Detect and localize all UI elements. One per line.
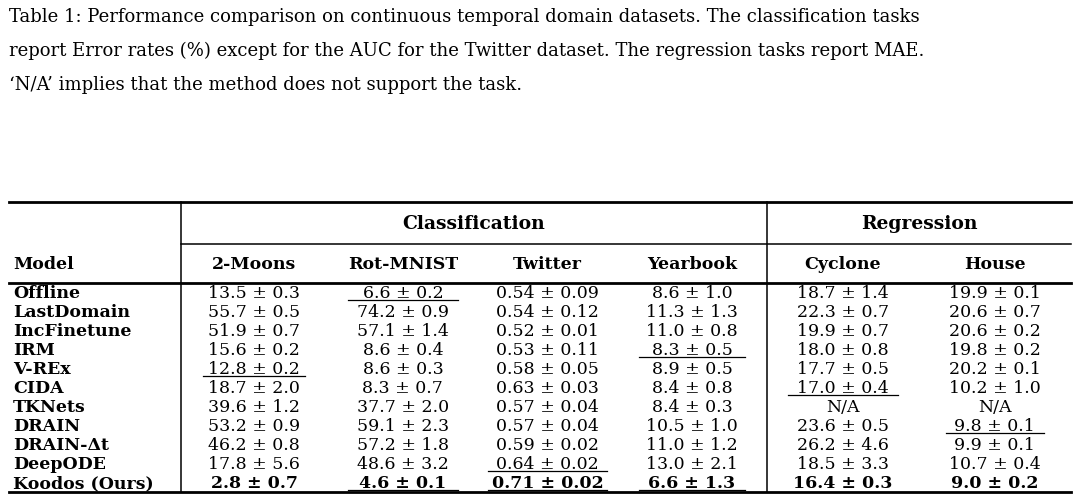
Text: 57.1 ± 1.4: 57.1 ± 1.4 <box>357 323 449 340</box>
Text: IRM: IRM <box>13 342 55 359</box>
Text: report Error rates (%) except for the AUC for the Twitter dataset. The regressio: report Error rates (%) except for the AU… <box>9 42 924 60</box>
Text: N/A: N/A <box>978 398 1012 415</box>
Text: 0.58 ± 0.05: 0.58 ± 0.05 <box>496 361 599 377</box>
Text: LastDomain: LastDomain <box>13 304 130 321</box>
Text: Table 1: Performance comparison on continuous temporal domain datasets. The clas: Table 1: Performance comparison on conti… <box>9 8 919 26</box>
Text: 10.2 ± 1.0: 10.2 ± 1.0 <box>949 379 1041 396</box>
Text: ‘N/A’ implies that the method does not support the task.: ‘N/A’ implies that the method does not s… <box>9 76 522 94</box>
Text: 18.7 ± 1.4: 18.7 ± 1.4 <box>797 285 889 302</box>
Text: 0.63 ± 0.03: 0.63 ± 0.03 <box>496 379 599 396</box>
Text: 18.7 ± 2.0: 18.7 ± 2.0 <box>208 379 300 396</box>
Text: 20.6 ± 0.7: 20.6 ± 0.7 <box>949 304 1041 321</box>
Text: 17.7 ± 0.5: 17.7 ± 0.5 <box>797 361 889 377</box>
Text: 10.7 ± 0.4: 10.7 ± 0.4 <box>949 455 1041 472</box>
Text: Rot-MNIST: Rot-MNIST <box>348 256 458 273</box>
Text: 2.8 ± 0.7: 2.8 ± 0.7 <box>211 474 298 491</box>
Text: 0.59 ± 0.02: 0.59 ± 0.02 <box>496 436 599 453</box>
Text: TKNets: TKNets <box>13 398 85 415</box>
Text: Cyclone: Cyclone <box>805 256 881 273</box>
Text: Offline: Offline <box>13 285 80 302</box>
Text: 74.2 ± 0.9: 74.2 ± 0.9 <box>356 304 449 321</box>
Text: 55.7 ± 0.5: 55.7 ± 0.5 <box>208 304 300 321</box>
Text: 53.2 ± 0.9: 53.2 ± 0.9 <box>208 417 300 434</box>
Text: 8.6 ± 0.4: 8.6 ± 0.4 <box>363 342 443 359</box>
Text: 37.7 ± 2.0: 37.7 ± 2.0 <box>356 398 449 415</box>
Text: 22.3 ± 0.7: 22.3 ± 0.7 <box>797 304 889 321</box>
Text: 6.6 ± 0.2: 6.6 ± 0.2 <box>363 285 443 302</box>
Text: 18.5 ± 3.3: 18.5 ± 3.3 <box>797 455 889 472</box>
Text: 23.6 ± 0.5: 23.6 ± 0.5 <box>797 417 889 434</box>
Text: 11.0 ± 0.8: 11.0 ± 0.8 <box>646 323 738 340</box>
Text: 8.9 ± 0.5: 8.9 ± 0.5 <box>651 361 732 377</box>
Text: 9.9 ± 0.1: 9.9 ± 0.1 <box>955 436 1036 453</box>
Text: V-REx: V-REx <box>13 361 70 377</box>
Text: 9.8 ± 0.1: 9.8 ± 0.1 <box>955 417 1036 434</box>
Text: 13.5 ± 0.3: 13.5 ± 0.3 <box>208 285 300 302</box>
Text: 48.6 ± 3.2: 48.6 ± 3.2 <box>357 455 449 472</box>
Text: 0.71 ± 0.02: 0.71 ± 0.02 <box>491 474 604 491</box>
Text: 0.54 ± 0.09: 0.54 ± 0.09 <box>496 285 599 302</box>
Text: 11.0 ± 1.2: 11.0 ± 1.2 <box>646 436 738 453</box>
Text: 9.0 ± 0.2: 9.0 ± 0.2 <box>951 474 1039 491</box>
Text: 20.2 ± 0.1: 20.2 ± 0.1 <box>949 361 1041 377</box>
Text: DeepODE: DeepODE <box>13 455 106 472</box>
Text: 0.53 ± 0.11: 0.53 ± 0.11 <box>496 342 599 359</box>
Text: Classification: Classification <box>403 215 545 233</box>
Text: 8.3 ± 0.5: 8.3 ± 0.5 <box>651 342 732 359</box>
Text: DRAIN: DRAIN <box>13 417 80 434</box>
Text: IncFinetune: IncFinetune <box>13 323 132 340</box>
Text: 46.2 ± 0.8: 46.2 ± 0.8 <box>208 436 300 453</box>
Text: 6.6 ± 1.3: 6.6 ± 1.3 <box>648 474 735 491</box>
Text: Regression: Regression <box>861 215 977 233</box>
Text: 0.54 ± 0.12: 0.54 ± 0.12 <box>496 304 599 321</box>
Text: 0.64 ± 0.02: 0.64 ± 0.02 <box>496 455 598 472</box>
Text: 11.3 ± 1.3: 11.3 ± 1.3 <box>646 304 738 321</box>
Text: 57.2 ± 1.8: 57.2 ± 1.8 <box>356 436 449 453</box>
Text: 17.8 ± 5.6: 17.8 ± 5.6 <box>208 455 300 472</box>
Text: Yearbook: Yearbook <box>647 256 737 273</box>
Text: 18.0 ± 0.8: 18.0 ± 0.8 <box>797 342 889 359</box>
Text: Model: Model <box>13 256 73 273</box>
Text: Twitter: Twitter <box>513 256 582 273</box>
Text: 19.9 ± 0.1: 19.9 ± 0.1 <box>949 285 1041 302</box>
Text: 0.52 ± 0.01: 0.52 ± 0.01 <box>496 323 599 340</box>
Text: 39.6 ± 1.2: 39.6 ± 1.2 <box>208 398 300 415</box>
Text: 26.2 ± 4.6: 26.2 ± 4.6 <box>797 436 889 453</box>
Text: 8.6 ± 1.0: 8.6 ± 1.0 <box>651 285 732 302</box>
Text: N/A: N/A <box>826 398 860 415</box>
Text: CIDA: CIDA <box>13 379 64 396</box>
Text: 16.4 ± 0.3: 16.4 ± 0.3 <box>793 474 892 491</box>
Text: 12.8 ± 0.2: 12.8 ± 0.2 <box>208 361 300 377</box>
Text: 19.9 ± 0.7: 19.9 ± 0.7 <box>797 323 889 340</box>
Text: 13.0 ± 2.1: 13.0 ± 2.1 <box>646 455 738 472</box>
Text: 0.57 ± 0.04: 0.57 ± 0.04 <box>496 398 599 415</box>
Text: 8.4 ± 0.8: 8.4 ± 0.8 <box>651 379 732 396</box>
Text: DRAIN-Δt: DRAIN-Δt <box>13 436 109 453</box>
Text: 0.57 ± 0.04: 0.57 ± 0.04 <box>496 417 599 434</box>
Text: 20.6 ± 0.2: 20.6 ± 0.2 <box>949 323 1041 340</box>
Text: House: House <box>964 256 1026 273</box>
Text: Koodos (Ours): Koodos (Ours) <box>13 474 153 491</box>
Text: 17.0 ± 0.4: 17.0 ± 0.4 <box>797 379 889 396</box>
Text: 4.6 ± 0.1: 4.6 ± 0.1 <box>360 474 446 491</box>
Text: 15.6 ± 0.2: 15.6 ± 0.2 <box>208 342 300 359</box>
Text: 59.1 ± 2.3: 59.1 ± 2.3 <box>356 417 449 434</box>
Text: 2-Moons: 2-Moons <box>212 256 296 273</box>
Text: 8.6 ± 0.3: 8.6 ± 0.3 <box>363 361 443 377</box>
Text: 19.8 ± 0.2: 19.8 ± 0.2 <box>949 342 1041 359</box>
Text: 10.5 ± 1.0: 10.5 ± 1.0 <box>646 417 738 434</box>
Text: 51.9 ± 0.7: 51.9 ± 0.7 <box>208 323 300 340</box>
Text: 8.3 ± 0.7: 8.3 ± 0.7 <box>363 379 444 396</box>
Text: 8.4 ± 0.3: 8.4 ± 0.3 <box>651 398 732 415</box>
